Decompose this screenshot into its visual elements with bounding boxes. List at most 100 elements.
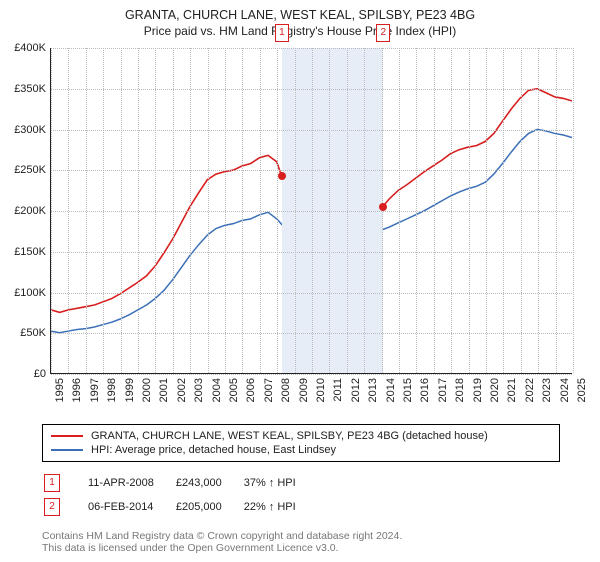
gridline-v (277, 48, 278, 373)
gridline-v (312, 48, 313, 373)
gridline-v (190, 48, 191, 373)
x-axis-label: 2019 (472, 378, 484, 402)
sale-row: 2 06-FEB-2014£205,00022% ↑ HPI (44, 496, 316, 518)
chart-subtitle: Price paid vs. HM Land Registry's House … (8, 24, 592, 38)
gridline-v (416, 48, 417, 373)
plot-area: 12 (50, 48, 572, 374)
chart-area: 12 £0 £50K £100K £150K £200K £250K £300K £350K £… (8, 44, 578, 414)
x-axis-label: 2013 (367, 378, 379, 402)
gridline-v (329, 48, 330, 373)
sale-marker: 2 (376, 24, 390, 42)
footer-line: This data is licensed under the Open Gov… (42, 542, 592, 554)
x-axis-label: 1997 (89, 378, 101, 402)
x-axis-label: 2007 (263, 378, 275, 402)
x-axis-label: 2020 (489, 378, 501, 402)
gridline-v (121, 48, 122, 373)
y-axis-label: £400K (14, 42, 46, 54)
x-axis-label: 2006 (245, 378, 257, 402)
x-axis-label: 2008 (280, 378, 292, 402)
sale-index-badge: 1 (44, 474, 60, 492)
sale-marker: 1 (275, 24, 289, 42)
x-axis-label: 2000 (141, 378, 153, 402)
x-axis-label: 2009 (298, 378, 310, 402)
gridline-v (295, 48, 296, 373)
y-axis-label: £50K (20, 327, 46, 339)
footer-line: Contains HM Land Registry data © Crown c… (42, 530, 592, 542)
sale-pct: 22% ↑ HPI (244, 496, 316, 518)
y-axis-label: £100K (14, 287, 46, 299)
gridline-v (556, 48, 557, 373)
gridline-v (486, 48, 487, 373)
gridline-v (503, 48, 504, 373)
gridline-v (538, 48, 539, 373)
x-axis-label: 2012 (350, 378, 362, 402)
legend-swatch (51, 449, 83, 451)
x-axis-label: 2024 (559, 378, 571, 402)
x-axis-label: 1996 (71, 378, 83, 402)
gridline-v (68, 48, 69, 373)
chart-title: GRANTA, CHURCH LANE, WEST KEAL, SPILSBY,… (8, 8, 592, 22)
sale-dot (379, 203, 387, 211)
attribution: Contains HM Land Registry data © Crown c… (42, 530, 592, 554)
legend-row: GRANTA, CHURCH LANE, WEST KEAL, SPILSBY,… (51, 429, 551, 443)
x-axis-label: 2022 (524, 378, 536, 402)
x-axis-label: 2003 (193, 378, 205, 402)
gridline-h (51, 374, 572, 375)
y-axis-label: £300K (14, 124, 46, 136)
legend-row: HPI: Average price, detached house, East… (51, 443, 551, 457)
x-axis-label: 2021 (506, 378, 518, 402)
gridline-v (155, 48, 156, 373)
gridline-v (347, 48, 348, 373)
sale-price: £243,000 (176, 472, 242, 494)
sales-table: 1 11-APR-2008£243,00037% ↑ HPI 2 06-FEB-201… (42, 470, 318, 520)
x-axis-label: 2010 (315, 378, 327, 402)
x-axis-label: 2011 (332, 378, 344, 402)
gridline-v (225, 48, 226, 373)
gridline-v (364, 48, 365, 373)
gridline-v (138, 48, 139, 373)
gridline-v (521, 48, 522, 373)
legend-swatch (51, 435, 83, 437)
gridline-v (399, 48, 400, 373)
legend-label: GRANTA, CHURCH LANE, WEST KEAL, SPILSBY,… (91, 430, 488, 442)
sale-dot (278, 172, 286, 180)
sale-pct: 37% ↑ HPI (244, 472, 316, 494)
x-axis-label: 2016 (419, 378, 431, 402)
legend-label: HPI: Average price, detached house, East… (91, 444, 336, 456)
gridline-v (103, 48, 104, 373)
sale-date: 06-FEB-2014 (88, 496, 174, 518)
x-axis-label: 2017 (437, 378, 449, 402)
gridline-v (451, 48, 452, 373)
gridline-v (573, 48, 574, 373)
x-axis-label: 2004 (211, 378, 223, 402)
gridline-v (86, 48, 87, 373)
y-axis-label: £200K (14, 205, 46, 217)
y-axis-label: £350K (14, 83, 46, 95)
chart-container: { "title": "GRANTA, CHURCH LANE, WEST KE… (8, 8, 592, 554)
y-axis-label: £0 (34, 368, 46, 380)
x-axis-label: 2002 (176, 378, 188, 402)
x-axis-label: 1998 (106, 378, 118, 402)
sale-price: £205,000 (176, 496, 242, 518)
gridline-v (434, 48, 435, 373)
gridline-v (173, 48, 174, 373)
x-axis-label: 1995 (54, 378, 66, 402)
gridline-v (260, 48, 261, 373)
y-axis-label: £250K (14, 164, 46, 176)
x-axis-label: 2015 (402, 378, 414, 402)
sale-date: 11-APR-2008 (88, 472, 174, 494)
y-axis-label: £150K (14, 246, 46, 258)
sale-row: 1 11-APR-2008£243,00037% ↑ HPI (44, 472, 316, 494)
gridline-v (469, 48, 470, 373)
sale-index-badge: 2 (44, 498, 60, 516)
gridline-v (242, 48, 243, 373)
x-axis-label: 2018 (454, 378, 466, 402)
x-axis-label: 2014 (385, 378, 397, 402)
x-axis-label: 2001 (158, 378, 170, 402)
x-axis-label: 1999 (124, 378, 136, 402)
gridline-v (208, 48, 209, 373)
x-axis-label: 2023 (541, 378, 553, 402)
gridline-v (51, 48, 52, 373)
x-axis-label: 2005 (228, 378, 240, 402)
legend: GRANTA, CHURCH LANE, WEST KEAL, SPILSBY,… (42, 424, 560, 462)
